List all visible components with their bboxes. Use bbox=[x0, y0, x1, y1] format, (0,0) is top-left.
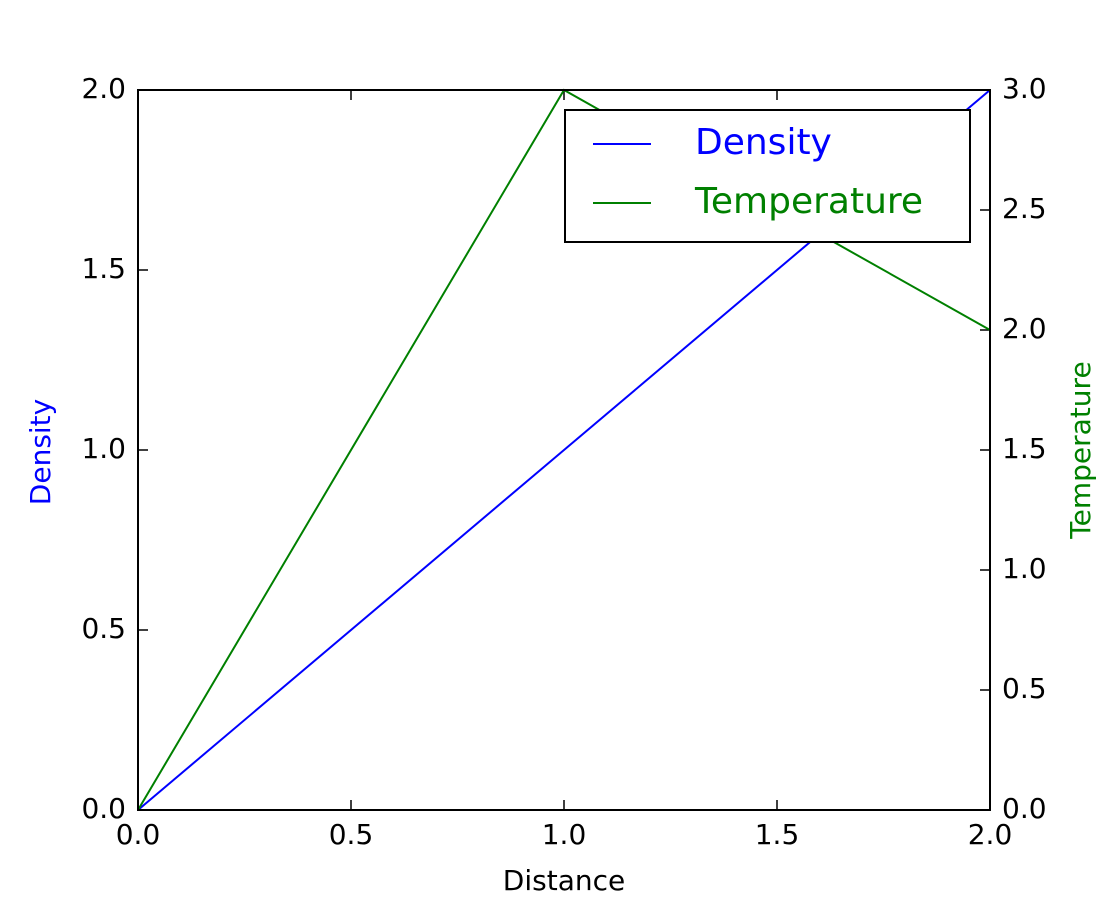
y2-tick-label: 0.0 bbox=[1002, 792, 1047, 825]
y2-tick-label: 0.5 bbox=[1002, 672, 1047, 705]
x-tick-label: 1.5 bbox=[755, 818, 800, 851]
y-tick-label: 0.5 bbox=[81, 612, 126, 645]
y-tick-label: 0.0 bbox=[81, 792, 126, 825]
y2-axis-label: Temperature bbox=[1064, 361, 1097, 539]
y2-tick-label: 2.0 bbox=[1002, 312, 1047, 345]
x-tick-label: 0.0 bbox=[116, 818, 161, 851]
y-tick-label: 1.0 bbox=[81, 432, 126, 465]
y-tick-label: 2.0 bbox=[81, 72, 126, 105]
y2-tick-label: 1.5 bbox=[1002, 432, 1047, 465]
y-axis-label: Density bbox=[24, 399, 57, 505]
legend-box bbox=[564, 109, 971, 243]
x-axis-label: Distance bbox=[503, 864, 625, 897]
y-tick-label: 1.5 bbox=[81, 252, 126, 285]
y2-tick-label: 3.0 bbox=[1002, 72, 1047, 105]
y2-tick-label: 2.5 bbox=[1002, 192, 1047, 225]
x-tick-label: 2.0 bbox=[968, 818, 1013, 851]
plot-frame bbox=[137, 89, 991, 811]
x-tick-label: 1.0 bbox=[542, 818, 587, 851]
legend-label: Temperature bbox=[694, 181, 923, 222]
x-tick-label: 0.5 bbox=[329, 818, 374, 851]
y2-tick-label: 1.0 bbox=[1002, 552, 1047, 585]
legend-label: Density bbox=[695, 122, 832, 163]
